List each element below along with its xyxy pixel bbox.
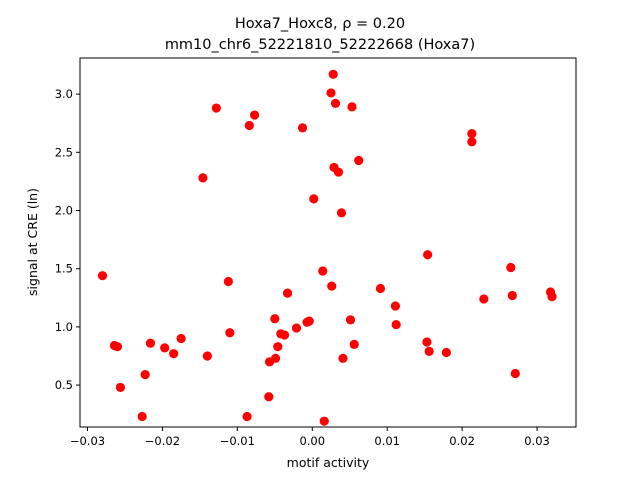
data-point: [479, 294, 489, 304]
x-tick-label: −0.03: [70, 434, 105, 448]
y-tick-label: 1.0: [55, 320, 73, 334]
data-point: [202, 351, 212, 361]
data-point: [467, 137, 477, 147]
data-point: [336, 208, 347, 218]
data-point: [547, 292, 557, 302]
data-point: [211, 103, 221, 113]
data-point: [115, 382, 126, 393]
data-point: [347, 102, 357, 112]
data-point: [249, 110, 260, 120]
data-point: [333, 167, 344, 177]
data-point: [349, 339, 359, 349]
x-tick-label: −0.01: [220, 434, 255, 448]
y-tick-label: 1.5: [55, 262, 73, 276]
data-point: [424, 346, 434, 356]
data-point: [391, 319, 401, 330]
data-point: [422, 337, 432, 347]
data-point: [176, 333, 186, 344]
data-point: [318, 266, 328, 276]
data-point: [279, 330, 290, 340]
data-point: [97, 271, 108, 281]
chart-title-line2: mm10_chr6_52221810_52222668 (Hoxa7): [165, 37, 475, 53]
data-point: [354, 155, 364, 166]
x-tick-label: −0.02: [145, 434, 180, 448]
x-tick-label: 0.00: [299, 434, 325, 448]
data-point: [297, 123, 308, 133]
y-tick-label: 0.5: [55, 378, 73, 392]
data-point: [319, 416, 329, 426]
data-point: [145, 338, 156, 348]
data-point: [423, 250, 433, 260]
data-point: [160, 343, 170, 353]
x-axis-label: motif activity: [287, 455, 370, 470]
data-point: [112, 342, 123, 352]
data-point: [225, 328, 235, 338]
data-point: [390, 301, 401, 311]
data-point: [338, 353, 348, 363]
plot-area: [97, 69, 557, 426]
data-point: [326, 88, 336, 98]
data-point: [345, 315, 356, 325]
y-tick-label: 2.0: [55, 203, 73, 217]
data-point: [441, 347, 451, 358]
data-point: [330, 98, 341, 108]
data-point: [507, 290, 517, 301]
data-point: [198, 173, 208, 183]
data-point: [140, 370, 150, 380]
data-point: [169, 349, 179, 359]
data-point: [327, 281, 337, 291]
axes-frame: [79, 57, 577, 428]
chart-title-line1: Hoxa7_Hoxc8, ρ = 0.20: [235, 16, 405, 32]
x-tick-label: 0.03: [524, 434, 550, 448]
x-axis-ticks: −0.03 −0.02 −0.01 0.00 0.01 0.02 0.03: [70, 427, 550, 448]
data-point: [282, 288, 293, 298]
data-point: [264, 392, 274, 402]
data-point: [270, 353, 281, 363]
data-point: [273, 342, 283, 352]
data-point: [309, 194, 319, 204]
data-point: [244, 120, 254, 131]
data-point: [242, 411, 252, 422]
x-tick-label: 0.02: [449, 434, 475, 448]
data-point: [270, 314, 280, 324]
x-tick-label: 0.01: [374, 434, 400, 448]
data-point: [506, 262, 516, 273]
data-point: [510, 368, 520, 379]
data-point: [328, 69, 338, 79]
data-point: [467, 129, 477, 139]
y-axis-label: signal at CRE (ln): [25, 188, 40, 296]
data-point: [291, 323, 302, 333]
data-point: [223, 276, 233, 287]
data-point: [304, 316, 314, 326]
y-axis-ticks: 0.5 1.0 1.5 2.0 2.5 3.0: [55, 87, 80, 392]
y-tick-label: 2.5: [55, 145, 73, 159]
data-point: [375, 283, 386, 294]
data-point: [137, 411, 147, 422]
y-tick-label: 3.0: [55, 87, 73, 101]
